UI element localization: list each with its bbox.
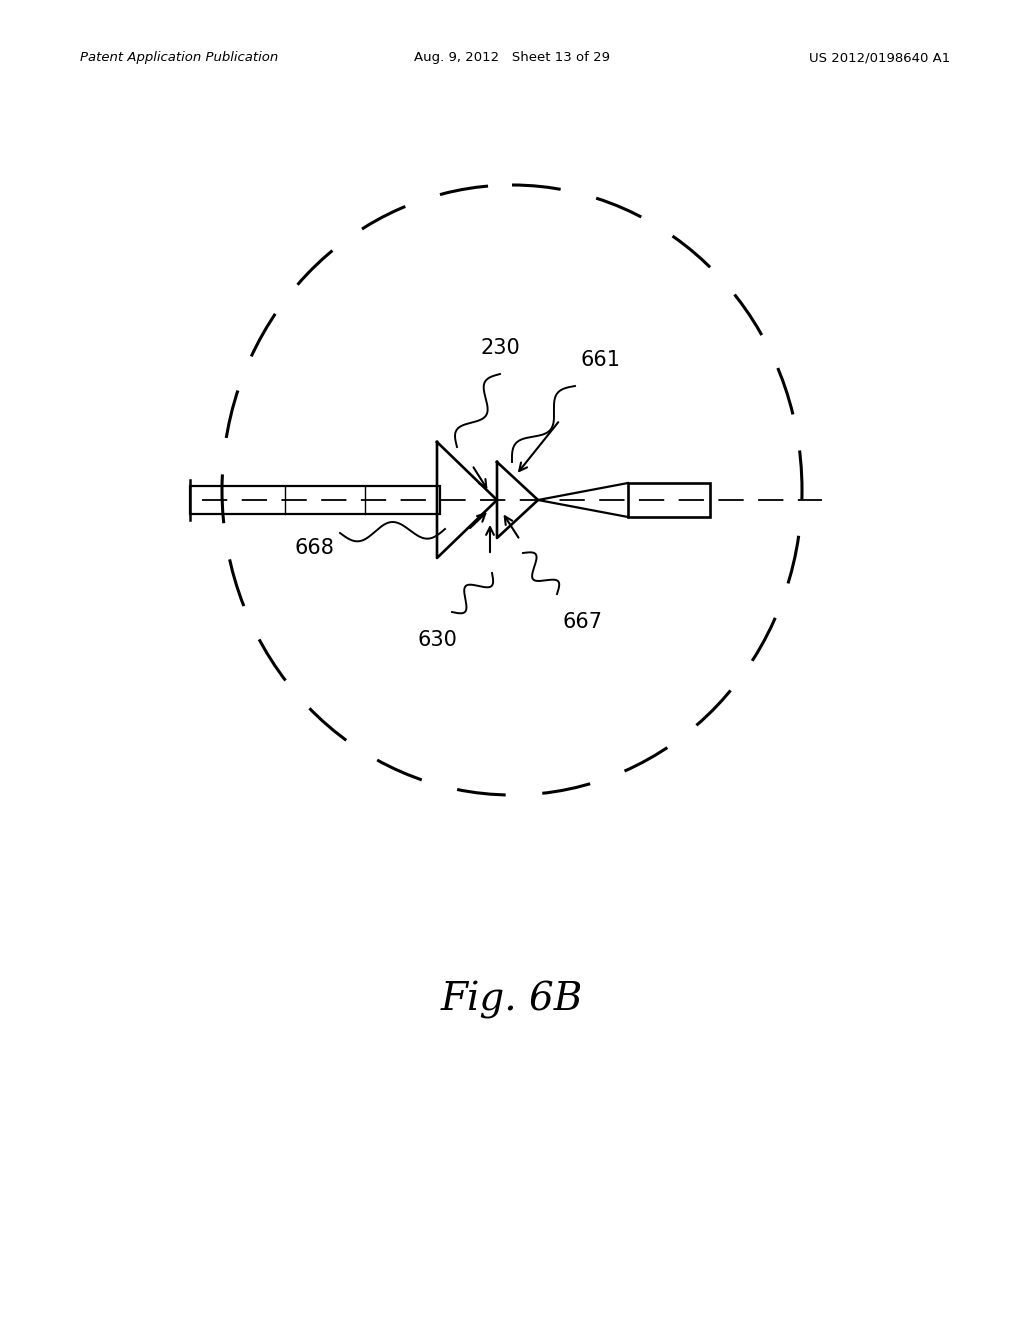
Text: 630: 630 — [417, 630, 457, 649]
Bar — [628, 483, 710, 517]
Text: Patent Application Publication: Patent Application Publication — [80, 51, 279, 65]
Text: US 2012/0198640 A1: US 2012/0198640 A1 — [809, 51, 950, 65]
Text: 667: 667 — [562, 612, 602, 632]
Text: 668: 668 — [295, 539, 335, 558]
Text: 661: 661 — [580, 350, 620, 370]
Bar — [190, 486, 440, 513]
Text: Aug. 9, 2012   Sheet 13 of 29: Aug. 9, 2012 Sheet 13 of 29 — [414, 51, 610, 65]
Text: 230: 230 — [480, 338, 520, 358]
Text: Fig. 6B: Fig. 6B — [440, 981, 584, 1019]
